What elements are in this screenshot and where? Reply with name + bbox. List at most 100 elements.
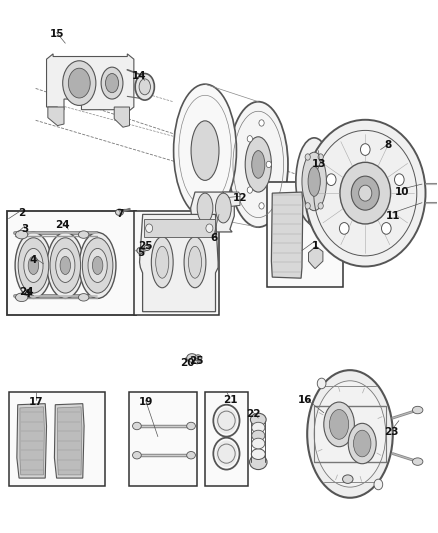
Bar (267, 182, 343, 287)
Text: 25: 25 (138, 241, 153, 251)
Text: 14: 14 (132, 71, 147, 81)
Text: 8: 8 (385, 140, 392, 150)
Ellipse shape (60, 256, 71, 274)
Ellipse shape (251, 449, 265, 459)
Ellipse shape (92, 256, 103, 274)
Ellipse shape (188, 246, 201, 278)
Ellipse shape (187, 354, 197, 362)
Polygon shape (308, 246, 323, 269)
Ellipse shape (63, 61, 96, 106)
Text: 19: 19 (138, 397, 153, 407)
Ellipse shape (15, 230, 28, 239)
Ellipse shape (24, 248, 43, 282)
Ellipse shape (215, 407, 237, 434)
Ellipse shape (215, 193, 231, 223)
Ellipse shape (343, 475, 353, 483)
Ellipse shape (135, 74, 154, 100)
Ellipse shape (348, 423, 376, 464)
Ellipse shape (78, 231, 89, 238)
Ellipse shape (106, 74, 119, 93)
Ellipse shape (50, 238, 81, 293)
Text: 2: 2 (18, 208, 25, 219)
Text: 5: 5 (137, 248, 144, 258)
Ellipse shape (56, 248, 75, 282)
Polygon shape (48, 107, 64, 126)
Ellipse shape (307, 370, 393, 498)
Text: 21: 21 (223, 395, 237, 406)
Polygon shape (20, 407, 44, 475)
Polygon shape (17, 403, 46, 478)
Polygon shape (272, 192, 303, 278)
Ellipse shape (116, 209, 124, 215)
Polygon shape (57, 407, 82, 475)
Circle shape (339, 223, 349, 234)
Text: 4: 4 (23, 289, 31, 299)
Ellipse shape (139, 79, 150, 95)
Circle shape (305, 203, 310, 209)
Ellipse shape (245, 137, 272, 192)
Bar (144, 219, 215, 237)
Ellipse shape (187, 422, 195, 430)
Ellipse shape (187, 451, 195, 459)
Text: 25: 25 (189, 356, 204, 366)
Bar (9, 392, 105, 486)
Ellipse shape (215, 440, 237, 467)
Circle shape (305, 154, 310, 160)
Ellipse shape (252, 422, 265, 433)
Ellipse shape (252, 151, 265, 178)
Ellipse shape (133, 422, 141, 430)
Ellipse shape (79, 232, 116, 298)
Bar (130, 392, 197, 486)
Ellipse shape (47, 232, 84, 298)
Polygon shape (54, 403, 84, 478)
Circle shape (395, 174, 404, 185)
Circle shape (359, 185, 372, 201)
Ellipse shape (15, 232, 52, 298)
Text: 17: 17 (29, 397, 44, 407)
Ellipse shape (314, 381, 386, 487)
Ellipse shape (353, 430, 371, 457)
Ellipse shape (252, 430, 265, 441)
Circle shape (317, 378, 326, 389)
Ellipse shape (324, 402, 354, 447)
Ellipse shape (302, 152, 326, 211)
Text: 22: 22 (246, 409, 260, 419)
Ellipse shape (413, 406, 423, 414)
Circle shape (381, 223, 391, 234)
Text: 24: 24 (55, 220, 70, 230)
Circle shape (318, 203, 323, 209)
Ellipse shape (184, 237, 206, 288)
Text: 12: 12 (233, 193, 247, 204)
Text: 4: 4 (30, 255, 37, 265)
Ellipse shape (68, 68, 90, 98)
Circle shape (259, 120, 264, 126)
Circle shape (326, 174, 336, 185)
Ellipse shape (252, 438, 265, 449)
Text: 10: 10 (395, 187, 410, 197)
Text: 13: 13 (312, 159, 327, 169)
Ellipse shape (296, 138, 332, 225)
Polygon shape (140, 214, 218, 312)
Ellipse shape (229, 102, 288, 227)
Text: 3: 3 (21, 224, 28, 235)
Circle shape (206, 224, 213, 232)
Ellipse shape (308, 166, 320, 196)
Ellipse shape (250, 455, 267, 470)
Circle shape (266, 161, 272, 167)
Text: 11: 11 (385, 211, 400, 221)
Ellipse shape (194, 355, 201, 361)
Circle shape (374, 479, 383, 490)
Text: 24: 24 (19, 287, 33, 297)
Ellipse shape (413, 458, 423, 465)
Ellipse shape (82, 238, 113, 293)
Bar (7, 211, 136, 316)
Circle shape (305, 120, 426, 266)
Ellipse shape (194, 359, 200, 364)
Polygon shape (191, 192, 234, 232)
Ellipse shape (101, 67, 123, 99)
Ellipse shape (155, 246, 169, 278)
Text: 6: 6 (210, 233, 217, 244)
Bar (134, 211, 219, 316)
Ellipse shape (133, 451, 141, 459)
Text: 15: 15 (49, 29, 64, 39)
